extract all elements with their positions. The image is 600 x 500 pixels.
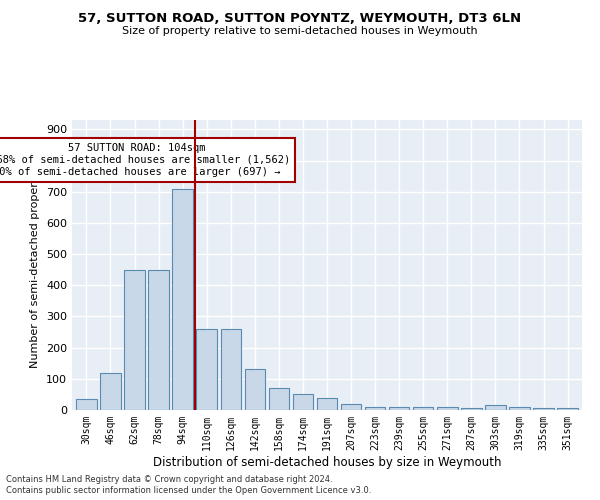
Bar [509,407,530,410]
Bar [245,370,265,410]
Bar [221,329,241,410]
Bar [196,329,217,410]
Text: 57 SUTTON ROAD: 104sqm
← 68% of semi-detached houses are smaller (1,562)
30% of : 57 SUTTON ROAD: 104sqm ← 68% of semi-det… [0,144,290,176]
Bar [533,408,554,410]
Bar [76,399,97,410]
Bar [293,394,313,410]
Bar [172,188,193,410]
Bar [269,388,289,410]
Bar [485,406,506,410]
Text: Contains public sector information licensed under the Open Government Licence v3: Contains public sector information licen… [6,486,371,495]
Bar [341,404,361,410]
Bar [317,398,337,410]
Text: 57, SUTTON ROAD, SUTTON POYNTZ, WEYMOUTH, DT3 6LN: 57, SUTTON ROAD, SUTTON POYNTZ, WEYMOUTH… [79,12,521,26]
Bar [389,407,409,410]
X-axis label: Distribution of semi-detached houses by size in Weymouth: Distribution of semi-detached houses by … [153,456,501,468]
Bar [365,407,385,410]
Bar [461,408,482,410]
Bar [557,408,578,410]
Bar [148,270,169,410]
Bar [124,270,145,410]
Bar [413,407,433,410]
Bar [100,372,121,410]
Bar [437,407,458,410]
Text: Contains HM Land Registry data © Crown copyright and database right 2024.: Contains HM Land Registry data © Crown c… [6,475,332,484]
Text: Size of property relative to semi-detached houses in Weymouth: Size of property relative to semi-detach… [122,26,478,36]
Y-axis label: Number of semi-detached properties: Number of semi-detached properties [31,162,40,368]
